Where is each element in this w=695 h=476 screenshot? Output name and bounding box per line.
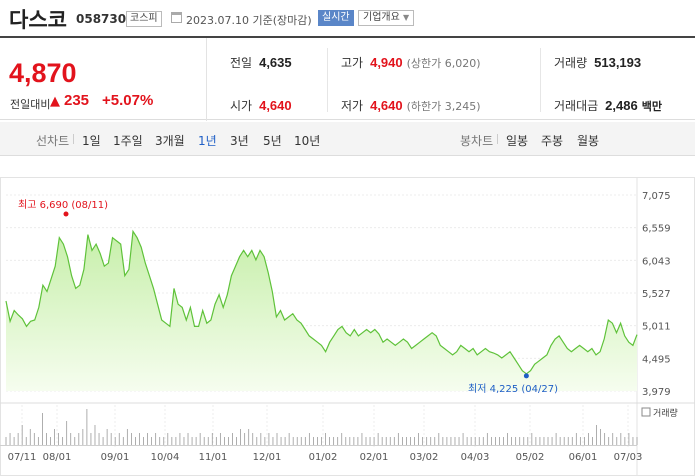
x-tick-label: 02/01 — [360, 452, 389, 463]
high-label: 최고 6,690 (08/11) — [18, 199, 108, 211]
high-value: 4,940 — [370, 55, 403, 70]
prev-close-value: 4,635 — [259, 55, 292, 70]
volume-bars: 거래량 — [0, 407, 678, 446]
candle-chart-label: 봉차트 — [460, 134, 494, 148]
chevron-down-icon: ▼ — [403, 13, 410, 22]
y-tick-label: 6,043 — [642, 256, 671, 267]
volume-cell: 거래량 513,193 — [554, 54, 641, 71]
divider — [327, 48, 328, 112]
amount-cell: 거래대금 2,486 백만 — [554, 97, 662, 114]
volume-label: 거래량 — [554, 56, 588, 70]
open-cell: 시가 4,640 — [230, 97, 292, 114]
x-tick-label: 09/01 — [101, 452, 130, 463]
x-tick-label: 08/01 — [43, 452, 72, 463]
tab-1w[interactable]: 1주일 — [113, 134, 143, 148]
volume-value: 513,193 — [594, 55, 642, 70]
high-marker — [63, 211, 69, 217]
low-value: 4,640 — [370, 98, 403, 113]
x-tick-label: 11/01 — [199, 452, 228, 463]
change-label: 전일대비 — [10, 98, 51, 111]
quote-panel: 4,870 전일대비 ▲ 235 +5.07% 전일 4,635 시가 4,640 … — [0, 36, 695, 121]
tab-1y[interactable]: 1년 — [198, 134, 217, 148]
x-tick-label: 05/02 — [516, 452, 545, 463]
tab-3y[interactable]: 3년 — [230, 134, 249, 148]
y-tick-label: 5,527 — [642, 289, 671, 300]
up-arrow-icon: ▲ — [50, 94, 60, 109]
realtime-button[interactable]: 실시간 — [318, 10, 354, 26]
x-tick-label: 03/02 — [410, 452, 439, 463]
low-label: 저가 — [341, 99, 364, 113]
y-tick-label: 3,979 — [642, 387, 671, 398]
tab-5y[interactable]: 5년 — [263, 134, 282, 148]
tab-1d[interactable]: 1일 — [82, 134, 101, 148]
tab-separator — [73, 134, 74, 144]
market-badge: 코스피 — [126, 11, 162, 27]
tab-10y[interactable]: 10년 — [294, 134, 321, 148]
x-tick-label: 01/02 — [309, 452, 338, 463]
line-chart-label: 선차트 — [36, 134, 70, 148]
price-line — [5, 229, 638, 375]
x-axis: 07/11 08/01 09/01 10/04 11/01 12/01 01/02 02/01… — [8, 452, 643, 463]
tab-monthly[interactable]: 월봉 — [577, 134, 600, 148]
x-tick-label: 07/03 — [614, 452, 643, 463]
corp-info-dropdown[interactable]: 기업개요 ▼ — [358, 10, 415, 26]
high-cell: 고가 4,940 (상한가 6,020) — [341, 54, 481, 71]
x-tick-label: 12/01 — [253, 452, 282, 463]
corp-info-label: 기업개요 — [363, 12, 400, 23]
change-percent: +5.07% — [102, 92, 154, 109]
divider — [540, 48, 541, 112]
price-area-series — [5, 229, 638, 391]
y-axis: 7,075 6,559 6,043 5,527 5,011 4,495 3,979 — [642, 191, 671, 398]
current-price: 4,870 — [9, 58, 77, 88]
y-tick-label: 6,559 — [642, 224, 671, 235]
upper-limit: (상한가 6,020) — [406, 57, 481, 70]
tab-separator — [497, 134, 498, 144]
x-tick-label: 10/04 — [151, 452, 180, 463]
high-label: 고가 — [341, 56, 364, 70]
x-tick-label: 06/01 — [569, 452, 598, 463]
chart-tabs: 선차트 1일 1주일 3개월 1년 3년 5년 10년 봉차트 일봉 주봉 월봉 — [0, 122, 695, 156]
volume-legend-label: 거래량 — [653, 407, 678, 419]
x-tick-label: 07/11 — [8, 452, 37, 463]
quote-date: 2023.07.10 기준(장마감) — [186, 14, 312, 27]
open-value: 4,640 — [259, 98, 292, 113]
y-tick-label: 4,495 — [642, 354, 671, 365]
stock-code: 058730 — [76, 12, 127, 26]
y-tick-label: 5,011 — [642, 322, 671, 333]
volume-legend-icon — [641, 407, 651, 417]
low-marker — [523, 373, 529, 379]
tab-weekly[interactable]: 주봉 — [541, 134, 564, 148]
low-label: 최저 4,225 (04/27) — [468, 383, 558, 395]
calendar-icon — [171, 12, 182, 23]
stock-header: 다스코 058730 코스피 2023.07.10 기준(장마감) 실시간 기업… — [0, 0, 695, 36]
prev-close-cell: 전일 4,635 — [230, 54, 292, 71]
prev-close-label: 전일 — [230, 56, 253, 70]
open-label: 시가 — [230, 99, 253, 113]
amount-label: 거래대금 — [554, 99, 599, 113]
change-value: 235 — [64, 92, 90, 109]
price-area: 4,870 전일대비 ▲ 235 +5.07% — [0, 38, 207, 121]
x-tick-label: 04/03 — [461, 452, 490, 463]
amount-value: 2,486 — [605, 98, 638, 113]
low-cell: 저가 4,640 (하한가 3,245) — [341, 97, 481, 114]
tab-daily[interactable]: 일봉 — [506, 134, 529, 148]
price-chart[interactable]: 7,075 6,559 6,043 5,527 5,011 4,495 3,979 최고 6… — [0, 177, 695, 476]
stock-name: 다스코 — [9, 8, 67, 32]
extreme-markers: 최고 6,690 (08/11) 최저 4,225 (04/27) — [18, 199, 558, 395]
price-area — [6, 231, 637, 391]
lower-limit: (하한가 3,245) — [406, 100, 481, 113]
y-tick-label: 7,075 — [642, 191, 671, 202]
tab-3m[interactable]: 3개월 — [155, 134, 185, 148]
amount-unit: 백만 — [641, 100, 662, 113]
chart-svg: 7,075 6,559 6,043 5,527 5,011 4,495 3,979 최고 6… — [0, 177, 695, 476]
